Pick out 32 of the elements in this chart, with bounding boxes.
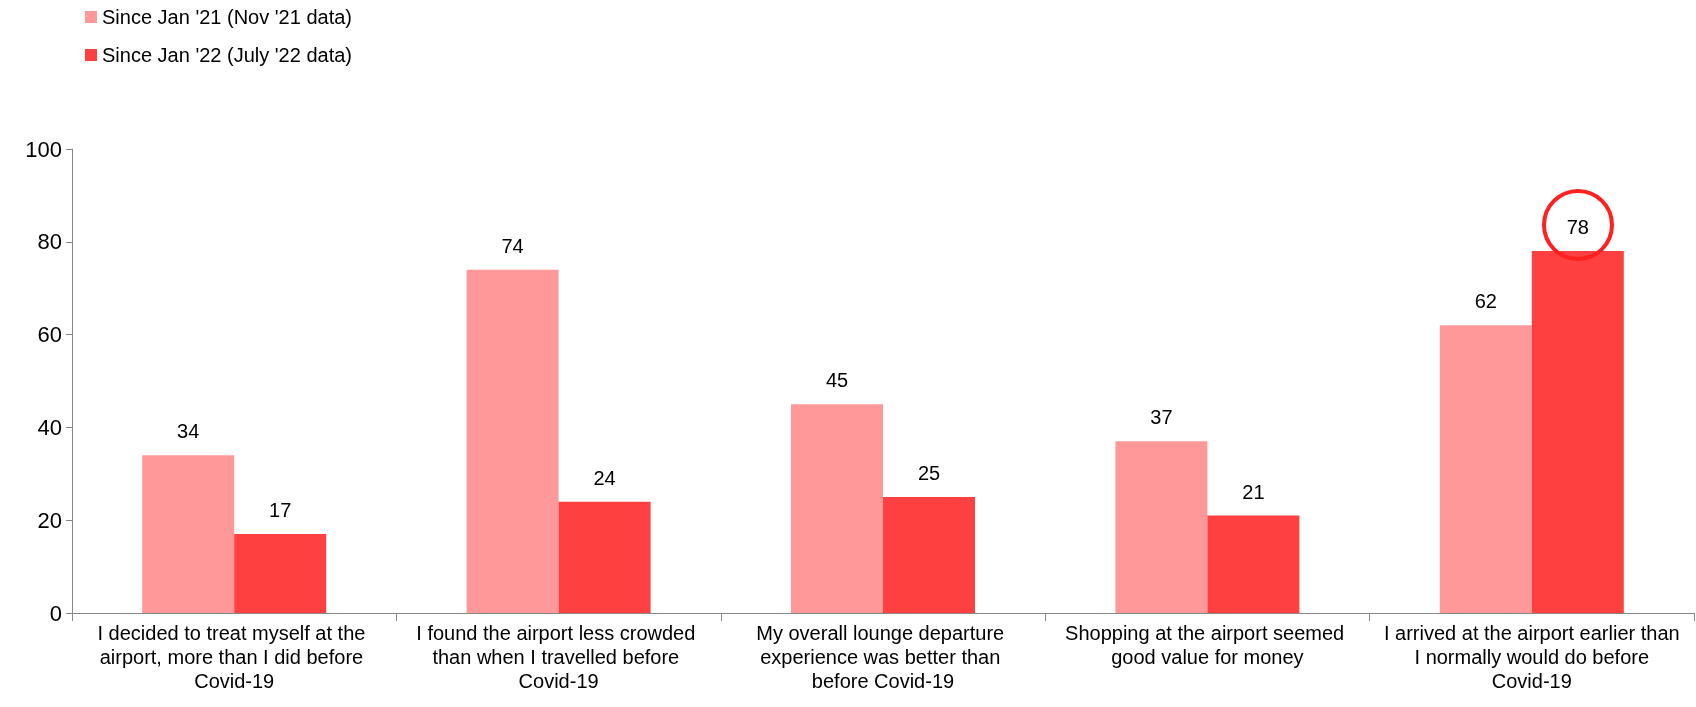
data-label: 25	[917, 462, 941, 484]
bar	[558, 501, 651, 613]
bar	[142, 455, 235, 613]
data-label: 17	[269, 499, 292, 522]
bar	[234, 534, 327, 613]
bar	[1439, 325, 1532, 613]
data-label: 74	[501, 234, 524, 257]
bar	[883, 497, 975, 613]
bar	[1115, 441, 1208, 613]
data-label: 34	[177, 420, 200, 443]
legend-label: Since Jan '22 (July '22 data)	[102, 44, 352, 66]
x-tick-label: I found the airport less crowded than when I travelled before Covid-19	[416, 622, 701, 692]
y-tick-label: 20	[37, 507, 62, 533]
data-label: 62	[1474, 290, 1497, 313]
data-label: 37	[1150, 406, 1173, 429]
bar	[791, 404, 883, 613]
x-tick-label: I arrived at the airport earlier than I normally would do before Covid-19	[1383, 622, 1680, 692]
legend-label: Since Jan '21 (Nov '21 data)	[102, 6, 352, 28]
x-tick-label: Shopping at the airport seemed good value for money	[1065, 622, 1350, 668]
bar	[1207, 515, 1300, 613]
y-tick-label: 60	[37, 322, 62, 348]
y-tick-label: 80	[37, 229, 62, 255]
x-tick-label: I decided to treat myself at the airport, more than I did before Covid-19	[97, 622, 371, 692]
data-label: 21	[1242, 480, 1265, 503]
bar	[466, 269, 559, 613]
data-label: 45	[825, 369, 849, 392]
y-tick-label: 100	[25, 136, 62, 162]
data-label: 78	[1566, 216, 1589, 239]
y-tick-label: 40	[37, 414, 62, 440]
y-tick-label: 0	[49, 600, 62, 626]
x-tick-label: My overall lounge departure experience was better than before Covid-19	[756, 622, 1010, 692]
data-label: 24	[593, 466, 616, 489]
